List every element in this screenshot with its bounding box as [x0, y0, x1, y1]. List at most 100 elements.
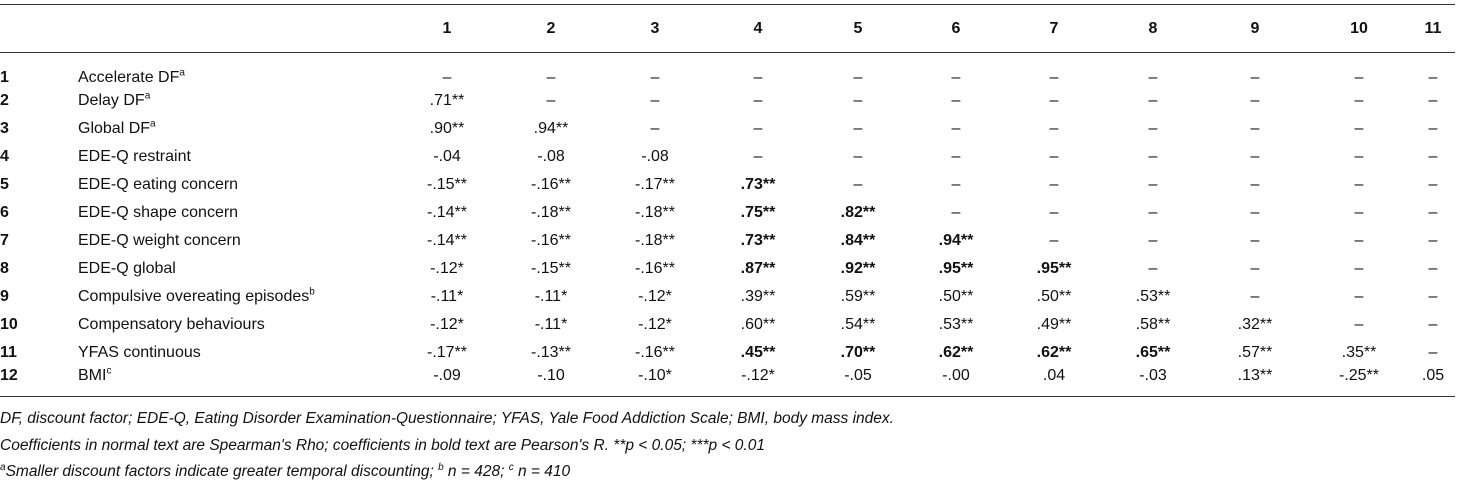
table-cell: -.08: [537, 147, 565, 165]
header-row: 1 2 3 4 5 6 7 8 9 10 11: [0, 4, 1455, 53]
row-number: 2: [0, 91, 9, 109]
table-cell: –: [753, 119, 763, 137]
label-superscript: a: [179, 67, 185, 79]
table-cell: -.18**: [634, 203, 676, 221]
table-cell: .58**: [1135, 315, 1171, 333]
table-cell: -.00: [907, 366, 1005, 397]
row-number: 12: [0, 366, 78, 397]
table-cell: .45**: [740, 343, 776, 361]
row-label: BMIc: [78, 366, 395, 397]
label-superscript: a: [144, 90, 151, 102]
table-cell: –: [1428, 91, 1438, 109]
table-cell: .62**: [938, 343, 974, 361]
table-cell: -.15**: [426, 175, 468, 193]
table-cell: –: [1354, 68, 1364, 86]
table-cell: –: [853, 175, 863, 193]
table-row: 2 Delay DFa .71** – – – – – – – – – –: [0, 87, 1455, 115]
table-cell: –: [1250, 147, 1260, 165]
table-cell: –: [1250, 203, 1260, 221]
table-cell: -.14**: [426, 203, 468, 221]
row-label: EDE-Q shape concern: [78, 199, 395, 227]
table-cell: -.18**: [530, 203, 572, 221]
table-cell: .50**: [938, 287, 974, 305]
table-cell: –: [1354, 287, 1364, 305]
footnote: DF, discount factor; EDE-Q, Eating Disor…: [0, 410, 894, 427]
table-cell: –: [951, 175, 961, 193]
row-label: YFAS continuous: [78, 339, 395, 367]
table-cell: –: [650, 68, 660, 86]
table-cell: –: [1049, 68, 1059, 86]
table-cell: -.25**: [1307, 366, 1411, 397]
table-cell: .53**: [938, 315, 974, 333]
table-cell: –: [1354, 315, 1364, 333]
footnote: Coefficients in normal text are Spearman…: [0, 437, 765, 454]
table-cell: –: [853, 68, 863, 86]
row-number: 5: [0, 175, 9, 193]
label-superscript: a: [150, 118, 156, 130]
table-cell: -.08: [641, 147, 669, 165]
column-header: 1: [395, 4, 499, 53]
column-header: 7: [1005, 4, 1103, 53]
table-cell: .94**: [533, 119, 569, 137]
row-label: Global DFa: [78, 115, 395, 143]
row-number: 11: [0, 343, 17, 361]
column-header: 11: [1411, 4, 1455, 53]
column-header: 3: [603, 4, 707, 53]
footnote-text: Smaller discount factors indicate greate…: [5, 463, 439, 480]
table-cell: .82**: [840, 203, 876, 221]
table-cell: –: [853, 91, 863, 109]
table-cell: .92**: [840, 259, 876, 277]
row-number: 10: [0, 315, 18, 333]
table-cell: -.05: [809, 366, 907, 397]
table-cell: –: [1428, 175, 1438, 193]
label-text: BMI: [78, 366, 107, 384]
table-cell: .73**: [740, 231, 776, 249]
table-cell: –: [853, 147, 863, 165]
table-cell: –: [1354, 231, 1364, 249]
table-cell: .87**: [740, 259, 776, 277]
table-cell: –: [1148, 203, 1158, 221]
table-cell: -.10*: [603, 366, 707, 397]
table-cell: .95**: [938, 259, 974, 277]
table-cell: –: [1354, 203, 1364, 221]
label-text: Compensatory behaviours: [78, 315, 265, 333]
table-cell: –: [1428, 203, 1438, 221]
table-cell: -.17**: [426, 343, 468, 361]
table-row: 7 EDE-Q weight concern -.14** -.16** -.18**.…: [0, 227, 1455, 255]
table-cell: –: [753, 147, 763, 165]
row-label: EDE-Q weight concern: [78, 227, 395, 255]
table-cell: –: [1049, 119, 1059, 137]
table-cell: –: [1250, 119, 1260, 137]
table-cell: –: [546, 91, 556, 109]
row-number: 3: [0, 119, 9, 137]
footnote-text: n = 428;: [443, 463, 509, 480]
table-row: 4 EDE-Q restraint -.04 -.08 -.08 – – – – – – – –: [0, 143, 1455, 171]
table-cell: -.04: [433, 147, 461, 165]
row-label: Compulsive overeating episodesb: [78, 283, 395, 311]
table-cell: -.12*: [707, 366, 809, 397]
table-cell: –: [1148, 259, 1158, 277]
table-cell: .75**: [740, 203, 776, 221]
table-cell: –: [1250, 231, 1260, 249]
table-cell: –: [1428, 287, 1438, 305]
table-row: 9 Compulsive overeating episodesb -.11* -.1…: [0, 283, 1455, 311]
table-cell: –: [650, 91, 660, 109]
footnote-superscript: a: [0, 461, 6, 473]
table-cell: .71**: [429, 91, 465, 109]
label-text: EDE-Q global: [78, 259, 176, 277]
label-text: Delay DF: [78, 91, 145, 109]
table-row: 10 Compensatory behaviours -.12* -.11* -.12*…: [0, 311, 1455, 339]
table-cell: –: [951, 119, 961, 137]
table-cell: –: [1250, 91, 1260, 109]
footnote-superscript: c: [508, 461, 514, 473]
table-cell: .65**: [1135, 343, 1171, 361]
label-text: Compulsive overeating episodes: [78, 287, 310, 305]
table-cell: -.10: [499, 366, 603, 397]
column-header: 5: [809, 4, 907, 53]
row-number: 8: [0, 259, 9, 277]
table-cell: -.09: [395, 366, 499, 397]
table-cell: -.18**: [634, 231, 676, 249]
table-cell: –: [1354, 147, 1364, 165]
table-cell: –: [1428, 259, 1438, 277]
row-number: 4: [0, 147, 9, 165]
